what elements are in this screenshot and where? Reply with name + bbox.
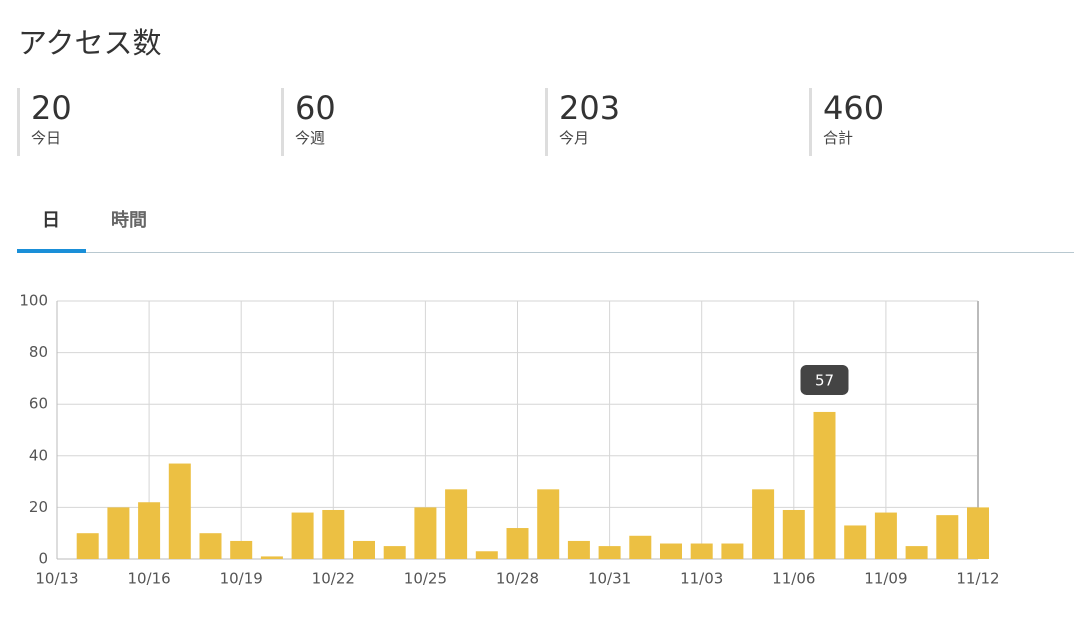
bar <box>506 528 529 559</box>
bar <box>844 525 867 559</box>
stat-label: 今月 <box>559 129 590 147</box>
x-tick-label: 10/25 <box>404 570 447 588</box>
y-tick-label: 100 <box>19 292 48 310</box>
stat-value: 60 <box>295 89 336 127</box>
tab[interactable]: 日 <box>42 210 60 231</box>
page-title: アクセス数 <box>18 26 162 60</box>
bar <box>537 489 560 559</box>
stat-value: 460 <box>823 89 885 127</box>
bar <box>936 515 959 559</box>
bar <box>107 507 130 559</box>
x-tick-label: 10/13 <box>35 570 78 588</box>
bar <box>414 507 437 559</box>
x-tick-label: 11/06 <box>772 570 815 588</box>
bar <box>874 512 897 559</box>
stat-value: 20 <box>31 89 72 127</box>
bar <box>322 509 345 559</box>
y-tick-label: 60 <box>29 395 48 413</box>
bar <box>598 546 621 559</box>
bar <box>383 546 406 559</box>
stat: 460 合計 <box>809 88 884 156</box>
bar <box>138 502 161 559</box>
bar <box>445 489 468 559</box>
bar <box>967 507 989 559</box>
bar <box>260 556 283 559</box>
tab-indicator <box>17 249 86 253</box>
y-tick-label: 20 <box>29 498 48 516</box>
x-tick-label: 11/09 <box>864 570 907 588</box>
stat: 203 今月 <box>545 88 620 156</box>
bar <box>782 509 805 559</box>
x-tick-label: 10/19 <box>220 570 263 588</box>
bar <box>199 533 222 559</box>
bar <box>475 551 498 559</box>
chart: 0 20 40 60 80 100 10/13 10/16 10/19 10/22 10/25 10/… <box>19 292 999 588</box>
x-tick-label: 11/12 <box>956 570 999 588</box>
tab-divider <box>17 252 1074 253</box>
y-tick-label: 80 <box>29 343 48 361</box>
y-tick-label: 0 <box>38 550 48 568</box>
x-tick-label: 10/28 <box>496 570 539 588</box>
x-tick-label: 10/31 <box>588 570 631 588</box>
tab[interactable]: 時間 <box>111 210 147 231</box>
stat-label: 今日 <box>31 129 62 147</box>
bar <box>567 540 590 559</box>
bar <box>629 535 652 559</box>
x-tick-label: 10/16 <box>127 570 170 588</box>
bar <box>690 543 713 559</box>
stat: 20 今日 <box>17 88 72 156</box>
bar <box>353 540 375 559</box>
bar <box>660 543 682 559</box>
bar <box>291 512 314 559</box>
tooltip-text: 57 <box>815 371 834 389</box>
bar <box>752 489 775 559</box>
stat: 60 今週 <box>281 88 336 156</box>
x-tick-label: 11/03 <box>680 570 723 588</box>
x-tick-label: 10/22 <box>312 570 355 588</box>
y-tick-label: 40 <box>29 446 48 464</box>
bar <box>721 543 744 559</box>
bar <box>168 463 191 559</box>
stat-value: 203 <box>559 89 621 127</box>
tooltip-box <box>800 364 849 395</box>
bar <box>905 546 928 559</box>
stat-label: 合計 <box>823 129 854 147</box>
bar <box>76 533 99 559</box>
bar <box>230 540 253 559</box>
bar <box>813 411 836 559</box>
stat-label: 今週 <box>295 129 326 147</box>
